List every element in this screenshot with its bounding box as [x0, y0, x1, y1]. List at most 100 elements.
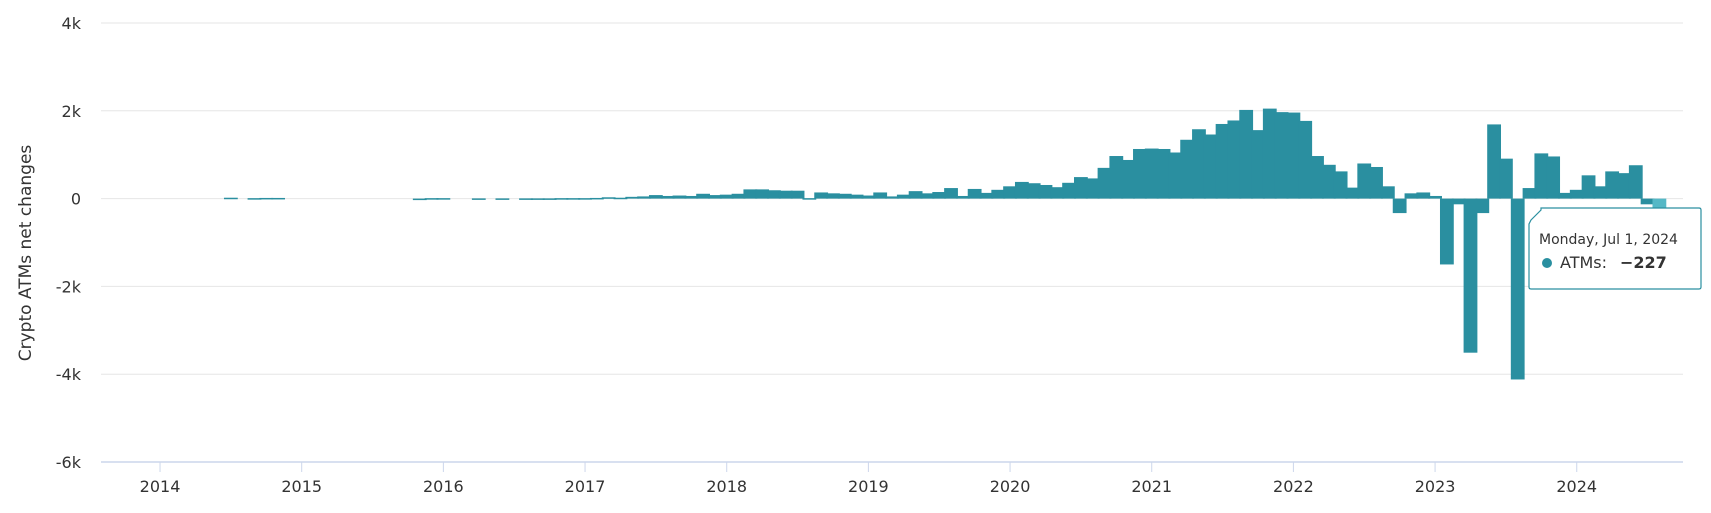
bar [708, 195, 722, 199]
bar [1487, 124, 1501, 199]
bar [566, 198, 581, 200]
x-tick-label: 2016 [423, 477, 464, 496]
bar [696, 193, 710, 199]
y-axis-title: Crypto ATMs net changes [16, 145, 36, 362]
y-tick-label: 0 [71, 190, 81, 209]
bar [1404, 193, 1419, 199]
bar [920, 193, 935, 199]
x-tick-label: 2020 [990, 477, 1031, 496]
bar [1074, 177, 1088, 199]
bar [1652, 198, 1667, 209]
bar [1569, 189, 1584, 199]
bar [955, 195, 970, 199]
bar [1546, 156, 1561, 199]
bar [530, 198, 545, 200]
bar [613, 197, 628, 200]
bar [247, 198, 262, 200]
bars [223, 108, 1667, 380]
bar [1262, 108, 1277, 199]
bar [944, 188, 958, 199]
bar [1628, 165, 1643, 199]
bar [1085, 178, 1100, 199]
x-tick-label: 2018 [706, 477, 747, 496]
bar [767, 190, 781, 199]
bar [637, 196, 651, 199]
bar [1274, 112, 1289, 199]
x-tick-label: 2021 [1131, 477, 1172, 496]
bar [896, 194, 911, 199]
bar [979, 192, 994, 199]
y-tick-label: -2k [56, 277, 82, 296]
bar [495, 198, 510, 200]
bar [873, 192, 888, 199]
tooltip-series-name: ATMs: [1560, 253, 1607, 272]
y-tick-label: -6k [56, 453, 82, 472]
bar [1298, 120, 1313, 199]
bar [849, 194, 864, 199]
bar [1439, 198, 1454, 265]
bar [1310, 156, 1324, 199]
x-tick-label: 2015 [281, 477, 322, 496]
bar [1121, 159, 1136, 199]
bar [932, 192, 947, 199]
bar [1392, 198, 1407, 214]
bar [1097, 167, 1112, 199]
bar [1345, 187, 1360, 199]
bar [837, 193, 852, 199]
bar [1451, 198, 1466, 205]
bar [743, 189, 758, 199]
bar [1144, 148, 1159, 199]
bar [1321, 164, 1336, 199]
bar [684, 195, 699, 199]
bar [1475, 198, 1490, 214]
bar [1534, 153, 1549, 199]
bar [1428, 195, 1442, 199]
x-tick-label: 2023 [1415, 477, 1456, 496]
bar [660, 195, 675, 199]
bar [519, 198, 533, 200]
bar [731, 193, 746, 199]
bar [885, 196, 899, 199]
bar [436, 198, 451, 200]
x-tick-label: 2024 [1556, 477, 1597, 496]
bar [1593, 186, 1608, 199]
bar [1203, 134, 1218, 199]
bar [1558, 192, 1572, 199]
y-tick-label: 2k [62, 102, 82, 121]
bar [471, 198, 486, 200]
bar [802, 198, 817, 200]
bar [861, 195, 876, 199]
bar [1510, 198, 1525, 380]
bar [1581, 175, 1596, 199]
y-tick-label: 4k [62, 14, 82, 33]
bar [259, 197, 274, 200]
bar [542, 198, 557, 200]
bar [1286, 112, 1301, 199]
bar [223, 197, 238, 200]
tooltip-date: Monday, Jul 1, 2024 [1539, 232, 1678, 248]
bar [554, 198, 569, 200]
bar [967, 188, 982, 199]
bar [1180, 139, 1195, 199]
bar [1333, 171, 1348, 199]
bar [1239, 109, 1254, 199]
bar [1369, 166, 1383, 199]
bar [1463, 198, 1478, 353]
bar [672, 195, 687, 199]
axes: 4k 2k 0 -2k -4k -6k 2014 2015 2016 2017 2018 2019 20… [56, 14, 1683, 496]
tooltip-frame [1528, 207, 1702, 290]
bar [814, 192, 829, 199]
tooltip-value: −227 [1620, 253, 1667, 272]
bar [1357, 163, 1372, 199]
bar [578, 198, 592, 200]
bar [1050, 187, 1065, 199]
bar [1251, 130, 1265, 199]
bar [625, 196, 640, 199]
bar [271, 197, 285, 200]
bar [1380, 186, 1395, 199]
bar [1014, 181, 1029, 199]
bar [424, 198, 439, 200]
bar [1192, 129, 1206, 199]
